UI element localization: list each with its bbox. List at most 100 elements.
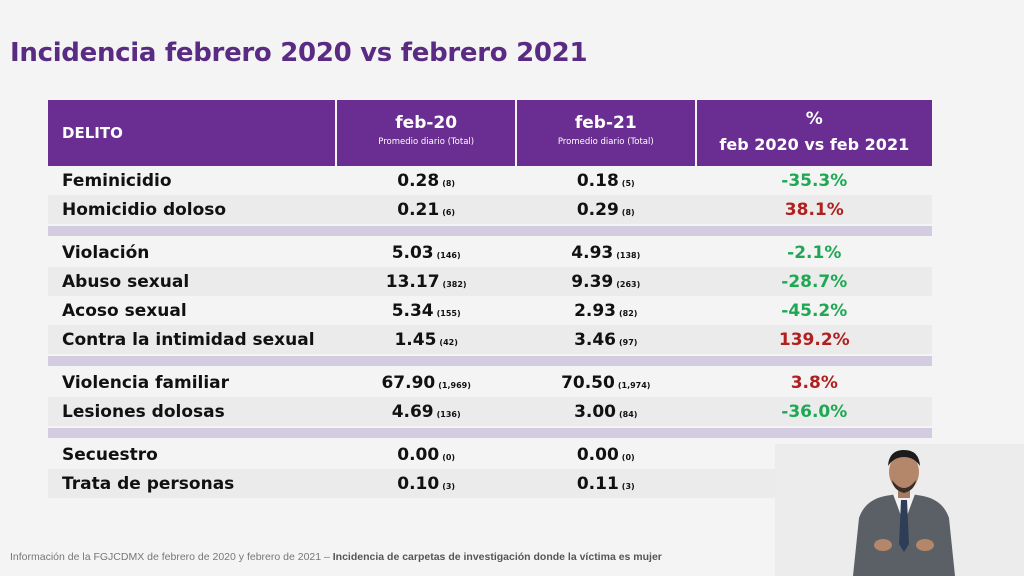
- feb20-total: (146): [436, 250, 461, 260]
- feb21-daily-avg: 0.29: [576, 199, 619, 220]
- feb20-daily-avg: 5.03: [391, 242, 434, 263]
- delito-cell: Trata de personas: [62, 473, 235, 494]
- feb21-cell: 9.39 (263): [517, 272, 695, 292]
- table-row: Feminicidio 0.28 (8) 0.18 (5) -35.3%: [48, 166, 932, 195]
- feb20-total: (155): [436, 308, 461, 318]
- feb20-daily-avg: 0.28: [397, 170, 440, 191]
- group-separator: [48, 356, 932, 366]
- feb21-daily-avg: 0.00: [576, 444, 619, 465]
- feb20-total: (0): [442, 452, 456, 462]
- feb20-cell: 1.45 (42): [337, 330, 515, 350]
- delito-cell: Violencia familiar: [62, 372, 230, 393]
- feb21-daily-avg: 70.50: [561, 372, 615, 393]
- presenter-video: [775, 444, 1024, 576]
- feb21-cell: 0.11 (3): [517, 474, 695, 494]
- pct-change-cell: 38.1%: [784, 199, 844, 220]
- feb20-daily-avg: 0.00: [397, 444, 440, 465]
- presenter-image: [775, 444, 1024, 576]
- pct-change-cell: 3.8%: [790, 372, 838, 393]
- feb20-daily-avg: 13.17: [385, 271, 440, 292]
- footer-source-text: Información de la FGJCDMX de febrero de …: [10, 551, 333, 563]
- header-delito: DELITO: [48, 100, 336, 166]
- feb20-total: (42): [439, 337, 458, 347]
- table-row: Secuestro 0.00 (0) 0.00 (0): [48, 440, 932, 469]
- pct-change-cell: -36.0%: [781, 401, 848, 422]
- header-feb20-label: feb-20: [395, 113, 458, 133]
- feb20-daily-avg: 67.90: [381, 372, 436, 393]
- table-body: Feminicidio 0.28 (8) 0.18 (5) -35.3% Homicidio…: [48, 166, 932, 498]
- header-feb20-sub: Promedio diario (Total): [378, 137, 475, 147]
- pct-change-cell: -35.3%: [781, 170, 848, 191]
- pct-change-cell: -45.2%: [781, 300, 848, 321]
- delito-cell: Contra la intimidad sexual: [62, 329, 315, 350]
- feb21-total: (1,974): [617, 380, 651, 390]
- table-row: Lesiones dolosas 4.69 (136) 3.00 (84) -36.0%: [48, 397, 932, 426]
- delito-cell: Secuestro: [62, 444, 158, 465]
- feb20-daily-avg: 5.34: [391, 300, 434, 321]
- table-header: DELITO feb-20 Promedio diario (Total) fe…: [48, 100, 933, 166]
- feb20-daily-avg: 0.10: [397, 473, 440, 494]
- header-feb21: feb-21 Promedio diario (Total): [516, 100, 695, 166]
- feb20-cell: 0.10 (3): [337, 474, 515, 494]
- header-feb20: feb-20 Promedio diario (Total): [337, 100, 515, 166]
- feb21-cell: 4.93 (138): [517, 243, 695, 263]
- table-row: Contra la intimidad sexual 1.45 (42) 3.46 (9…: [48, 325, 932, 354]
- feb20-total: (8): [442, 178, 456, 188]
- delito-cell: Lesiones dolosas: [62, 401, 225, 422]
- pct-change-cell: -28.7%: [781, 271, 848, 292]
- feb20-daily-avg: 0.21: [397, 199, 440, 220]
- feb21-cell: 70.50 (1,974): [517, 373, 695, 393]
- slide-title: Incidencia febrero 2020 vs febrero 2021: [10, 38, 588, 68]
- feb21-daily-avg: 3.46: [574, 329, 617, 350]
- feb21-cell: 3.00 (84): [517, 402, 695, 422]
- feb20-cell: 67.90 (1,969): [337, 373, 515, 393]
- feb20-cell: 13.17 (382): [337, 272, 515, 292]
- group-separator: [48, 428, 932, 438]
- feb20-cell: 0.21 (6): [337, 200, 515, 220]
- feb20-total: (1,969): [438, 380, 471, 390]
- feb21-total: (84): [619, 409, 638, 419]
- feb21-total: (97): [619, 337, 638, 347]
- feb21-total: (0): [621, 452, 635, 462]
- feb20-cell: 0.00 (0): [337, 445, 515, 465]
- feb20-total: (382): [442, 279, 467, 289]
- pct-change-cell: -2.1%: [787, 242, 842, 263]
- feb21-total: (263): [616, 279, 641, 289]
- delito-cell: Acoso sexual: [62, 300, 187, 321]
- pct-change-cell: 139.2%: [778, 329, 850, 350]
- table-row: Violencia familiar 67.90 (1,969) 70.50 (1,97…: [48, 368, 932, 397]
- feb21-total: (5): [621, 178, 635, 188]
- header-feb21-label: feb-21: [574, 113, 637, 133]
- feb21-total: (8): [621, 207, 635, 217]
- table-row: Abuso sexual 13.17 (382) 9.39 (263) -28.7%: [48, 267, 932, 296]
- header-feb21-sub: Promedio diario (Total): [557, 137, 654, 147]
- feb21-cell: 0.00 (0): [517, 445, 695, 465]
- feb21-daily-avg: 3.00: [574, 401, 617, 422]
- feb20-total: (136): [436, 409, 461, 419]
- delito-cell: Homicidio doloso: [62, 199, 227, 220]
- feb21-cell: 0.29 (8): [517, 200, 695, 220]
- feb21-total: (138): [616, 250, 641, 260]
- feb20-cell: 4.69 (136): [337, 402, 515, 422]
- feb20-daily-avg: 4.69: [391, 401, 434, 422]
- feb21-daily-avg: 0.18: [576, 170, 619, 191]
- table-row: Violación 5.03 (146) 4.93 (138) -2.1%: [48, 238, 932, 267]
- feb21-daily-avg: 9.39: [571, 271, 614, 292]
- feb21-daily-avg: 0.11: [576, 473, 619, 494]
- header-pct-label: feb 2020 vs feb 2021: [719, 135, 910, 154]
- footer-source: Información de la FGJCDMX de febrero de …: [10, 551, 662, 563]
- feb20-total: (3): [442, 481, 456, 491]
- feb21-cell: 2.93 (82): [517, 301, 695, 321]
- feb20-total: (6): [442, 207, 456, 217]
- feb21-total: (82): [619, 308, 638, 318]
- delito-cell: Feminicidio: [62, 170, 172, 191]
- feb20-cell: 5.34 (155): [337, 301, 515, 321]
- delito-cell: Violación: [62, 242, 150, 263]
- delito-cell: Abuso sexual: [62, 271, 190, 292]
- feb21-daily-avg: 2.93: [574, 300, 617, 321]
- header-pct: % feb 2020 vs feb 2021: [696, 100, 933, 166]
- feb21-cell: 0.18 (5): [517, 171, 695, 191]
- feb21-daily-avg: 4.93: [571, 242, 614, 263]
- table-row: Homicidio doloso 0.21 (6) 0.29 (8) 38.1%: [48, 195, 932, 224]
- header-pct-symbol: %: [805, 109, 823, 129]
